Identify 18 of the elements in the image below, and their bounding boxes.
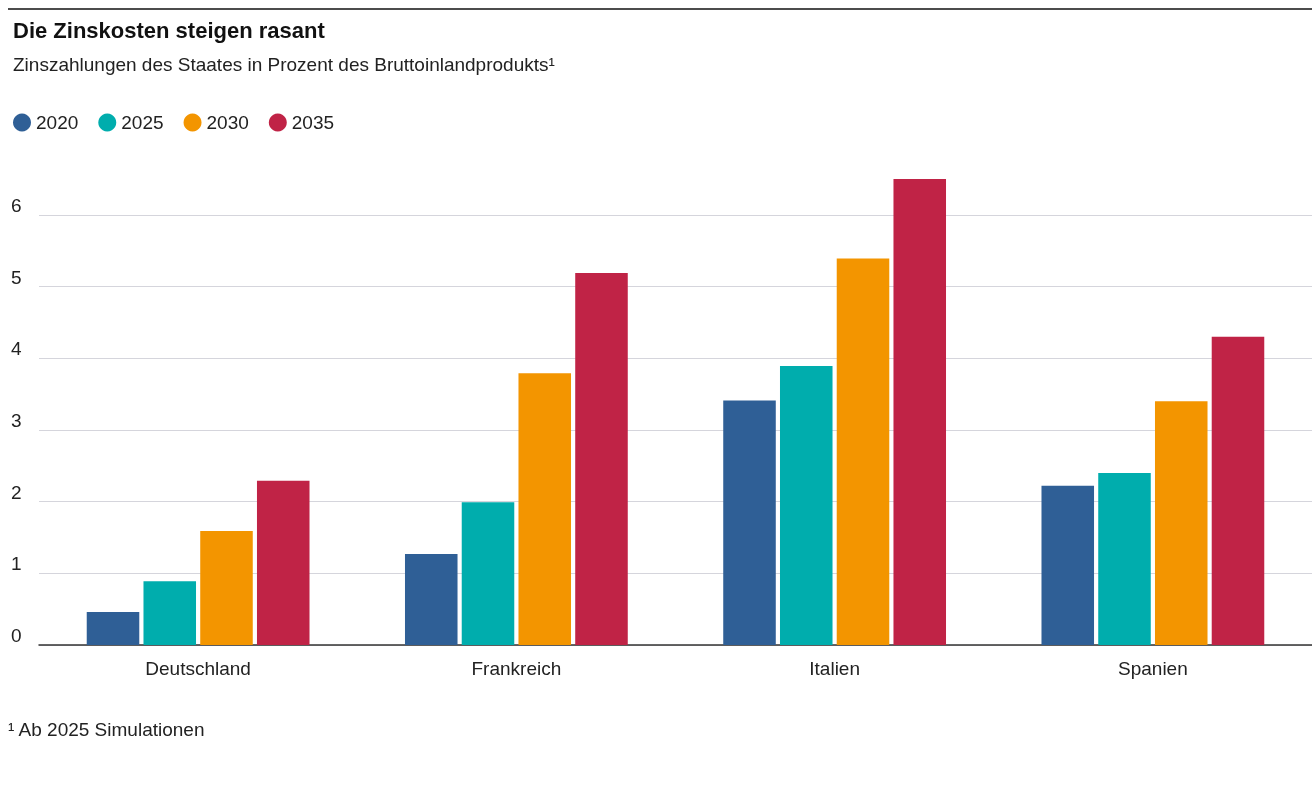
y-tick-label: 1 bbox=[11, 553, 22, 575]
y-tick-label: 4 bbox=[11, 338, 22, 360]
chart-subtitle: Zinszahlungen des Staates in Prozent des Bruttoinlandprodukts¹ bbox=[13, 54, 555, 75]
legend-label: 2025 bbox=[121, 112, 164, 133]
text: ¹ Ab 2025 Simulationen bbox=[8, 719, 205, 740]
y-tick-label: 5 bbox=[11, 266, 22, 288]
y-tick-label: 2 bbox=[11, 481, 22, 503]
y-tick-label: 6 bbox=[11, 194, 22, 216]
legend-label: 2030 bbox=[206, 112, 249, 133]
x-tick-label: Italien bbox=[809, 658, 860, 679]
y-tick-label: 0 bbox=[11, 625, 22, 646]
legend-label: 2035 bbox=[291, 112, 335, 133]
x-tick-label: Frankreich bbox=[471, 658, 562, 679]
x-tick-label: Spanien bbox=[1118, 658, 1188, 679]
chart-title: Die Zinskosten steigen rasant bbox=[13, 17, 326, 43]
legend-label: 2020 bbox=[36, 112, 79, 133]
x-tick-label: Deutschland bbox=[145, 658, 251, 679]
y-tick-label: 3 bbox=[11, 409, 22, 431]
